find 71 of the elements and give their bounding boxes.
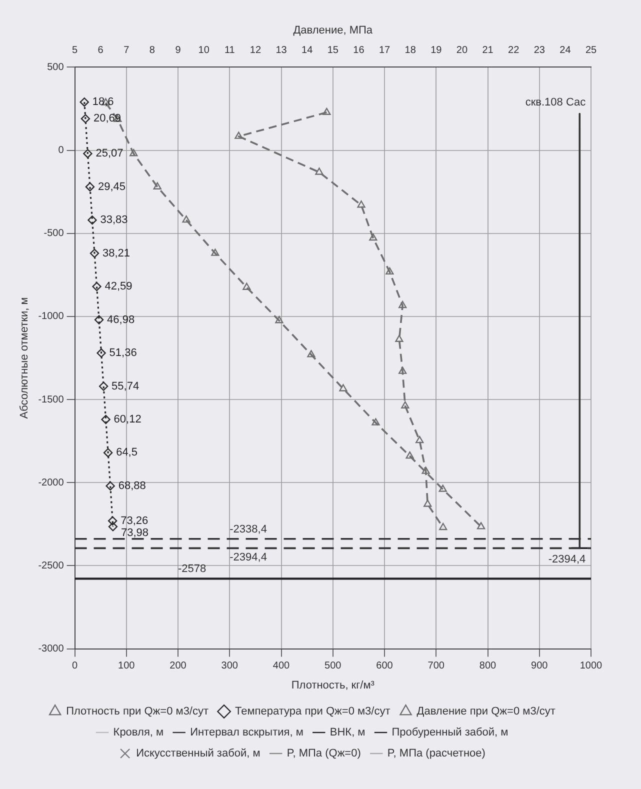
x-tick-label: 700: [428, 660, 445, 672]
x2-tick-label: 15: [327, 44, 339, 56]
x2-tick-label: 19: [430, 44, 442, 56]
x2-tick-label: 9: [175, 44, 182, 56]
x-tick-label: 900: [531, 660, 548, 672]
x2-axis-title: Давление, МПа: [293, 24, 374, 37]
ref-line-label: -2578: [178, 563, 206, 576]
annotation: скв.108 Сас: [525, 96, 586, 108]
legend-label: Давление при Qж=0 м3/сут: [416, 706, 556, 718]
legend-label: Интервал вскрытия, м: [190, 726, 304, 739]
legend-label: Искусственный забой, м: [136, 748, 260, 760]
x-tick-label: 300: [221, 660, 238, 672]
x-tick-label: 100: [118, 660, 136, 672]
ref-line-label: -2338,4: [230, 523, 267, 536]
x2-tick-label: 6: [98, 44, 104, 56]
x2-tick-label: 23: [534, 44, 546, 56]
x2-tick-label: 11: [224, 44, 236, 56]
annotation: 55,74: [112, 380, 140, 392]
x-tick-label: 1000: [580, 660, 603, 672]
y-tick-label: -500: [44, 228, 64, 240]
y-tick-label: -2500: [38, 560, 64, 572]
legend-label: Температура при Qж=0 м3/сут: [235, 706, 390, 718]
annotation: 68,88: [118, 480, 146, 492]
legend-label: P, МПа (расчетное): [387, 748, 486, 760]
legend-label: P, МПа (Qж=0): [286, 748, 361, 760]
x2-tick-label: 18: [404, 44, 416, 56]
legend-label: Кровля, м: [113, 726, 164, 739]
x-tick-label: 0: [72, 660, 78, 672]
annotation: 64,5: [116, 446, 138, 459]
x2-tick-label: 5: [72, 44, 78, 56]
annotation: 73,26: [120, 514, 148, 527]
legend-label: Пробуренный забой, м: [392, 726, 508, 739]
annotation: 42,59: [104, 280, 132, 293]
x2-tick-label: 10: [198, 44, 210, 56]
annotation: 25,07: [96, 148, 124, 160]
legend-label: Плотность при Qж=0 м3/сут: [66, 706, 209, 718]
x2-tick-label: 16: [353, 44, 365, 56]
y-tick-label: 0: [58, 145, 64, 156]
x2-tick-label: 24: [560, 44, 572, 56]
y-axis-title: Абсолютные отметки, м: [18, 297, 31, 419]
x-tick-label: 500: [324, 660, 342, 672]
annotation: -2394,4: [548, 554, 586, 566]
annotation: 46,98: [107, 314, 135, 326]
x-tick-label: 600: [376, 660, 394, 672]
x2-tick-label: 8: [149, 44, 156, 56]
annotation: 51,36: [109, 347, 137, 360]
annotation: 38,21: [102, 247, 130, 260]
x2-tick-label: 21: [482, 44, 494, 56]
y-tick-label: -2000: [38, 477, 64, 488]
x2-tick-label: 25: [585, 44, 597, 56]
x2-tick-label: 13: [276, 44, 288, 56]
x-tick-label: 800: [479, 660, 497, 672]
x-tick-label: 400: [272, 660, 290, 672]
x-tick-label: 200: [170, 660, 187, 672]
y-tick-label: -3000: [38, 644, 64, 655]
x2-tick-label: 20: [456, 44, 468, 56]
y-tick-label: 500: [47, 62, 64, 73]
y-tick-label: -1500: [38, 394, 64, 406]
annotation: 33,83: [100, 214, 128, 226]
annotation: 29,45: [98, 180, 126, 193]
annotation: 60,12: [114, 414, 142, 426]
x-axis-title: Плотность, кг/м³: [291, 679, 375, 692]
x2-tick-label: 12: [250, 44, 262, 56]
y-tick-label: -1000: [38, 311, 64, 322]
annotation: 73,98: [120, 526, 148, 539]
legend-label: ВНК, м: [330, 726, 366, 739]
x2-tick-label: 22: [508, 44, 520, 56]
ref-line-label: -2394,4: [230, 552, 267, 564]
x2-tick-label: 17: [378, 44, 391, 56]
x2-tick-label: 7: [124, 44, 130, 56]
x2-tick-label: 14: [302, 44, 314, 56]
